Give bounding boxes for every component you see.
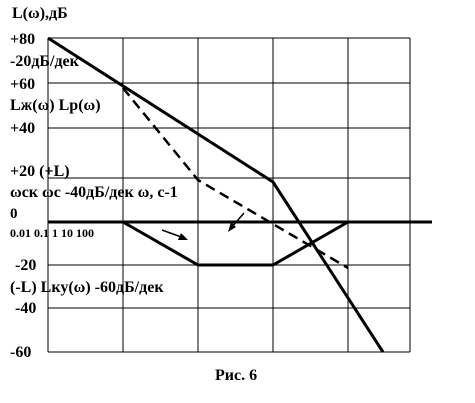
label: (-L) Lку(ω) -60дБ/дек <box>10 279 164 296</box>
curve-minus-l <box>122 220 349 267</box>
label: +60 <box>10 76 35 93</box>
arrows <box>161 212 245 240</box>
label: 0 <box>10 206 18 222</box>
label: Lж(ω) Lр(ω) <box>10 97 101 114</box>
caption: Рис. 6 <box>215 367 257 384</box>
label: +80 <box>10 31 35 48</box>
labels: L(ω),дБ +80 -20дБ/дек +60 Lж(ω) Lр(ω) +4… <box>10 5 257 384</box>
curve-l <box>47 36 385 353</box>
label: 0.01 0.1 1 10 100 <box>10 226 94 240</box>
axis-title: L(ω),дБ <box>12 5 68 22</box>
label: +20 (+L) <box>10 163 70 180</box>
label: +40 <box>10 120 35 137</box>
curve-lp <box>122 87 349 270</box>
label: ωск ωс -40дБ/дек ω, с-1 <box>10 184 178 201</box>
label: -20 <box>15 257 36 274</box>
label: -60 <box>10 344 31 361</box>
label: -20дБ/дек <box>10 53 80 70</box>
label: -40 <box>15 300 36 317</box>
